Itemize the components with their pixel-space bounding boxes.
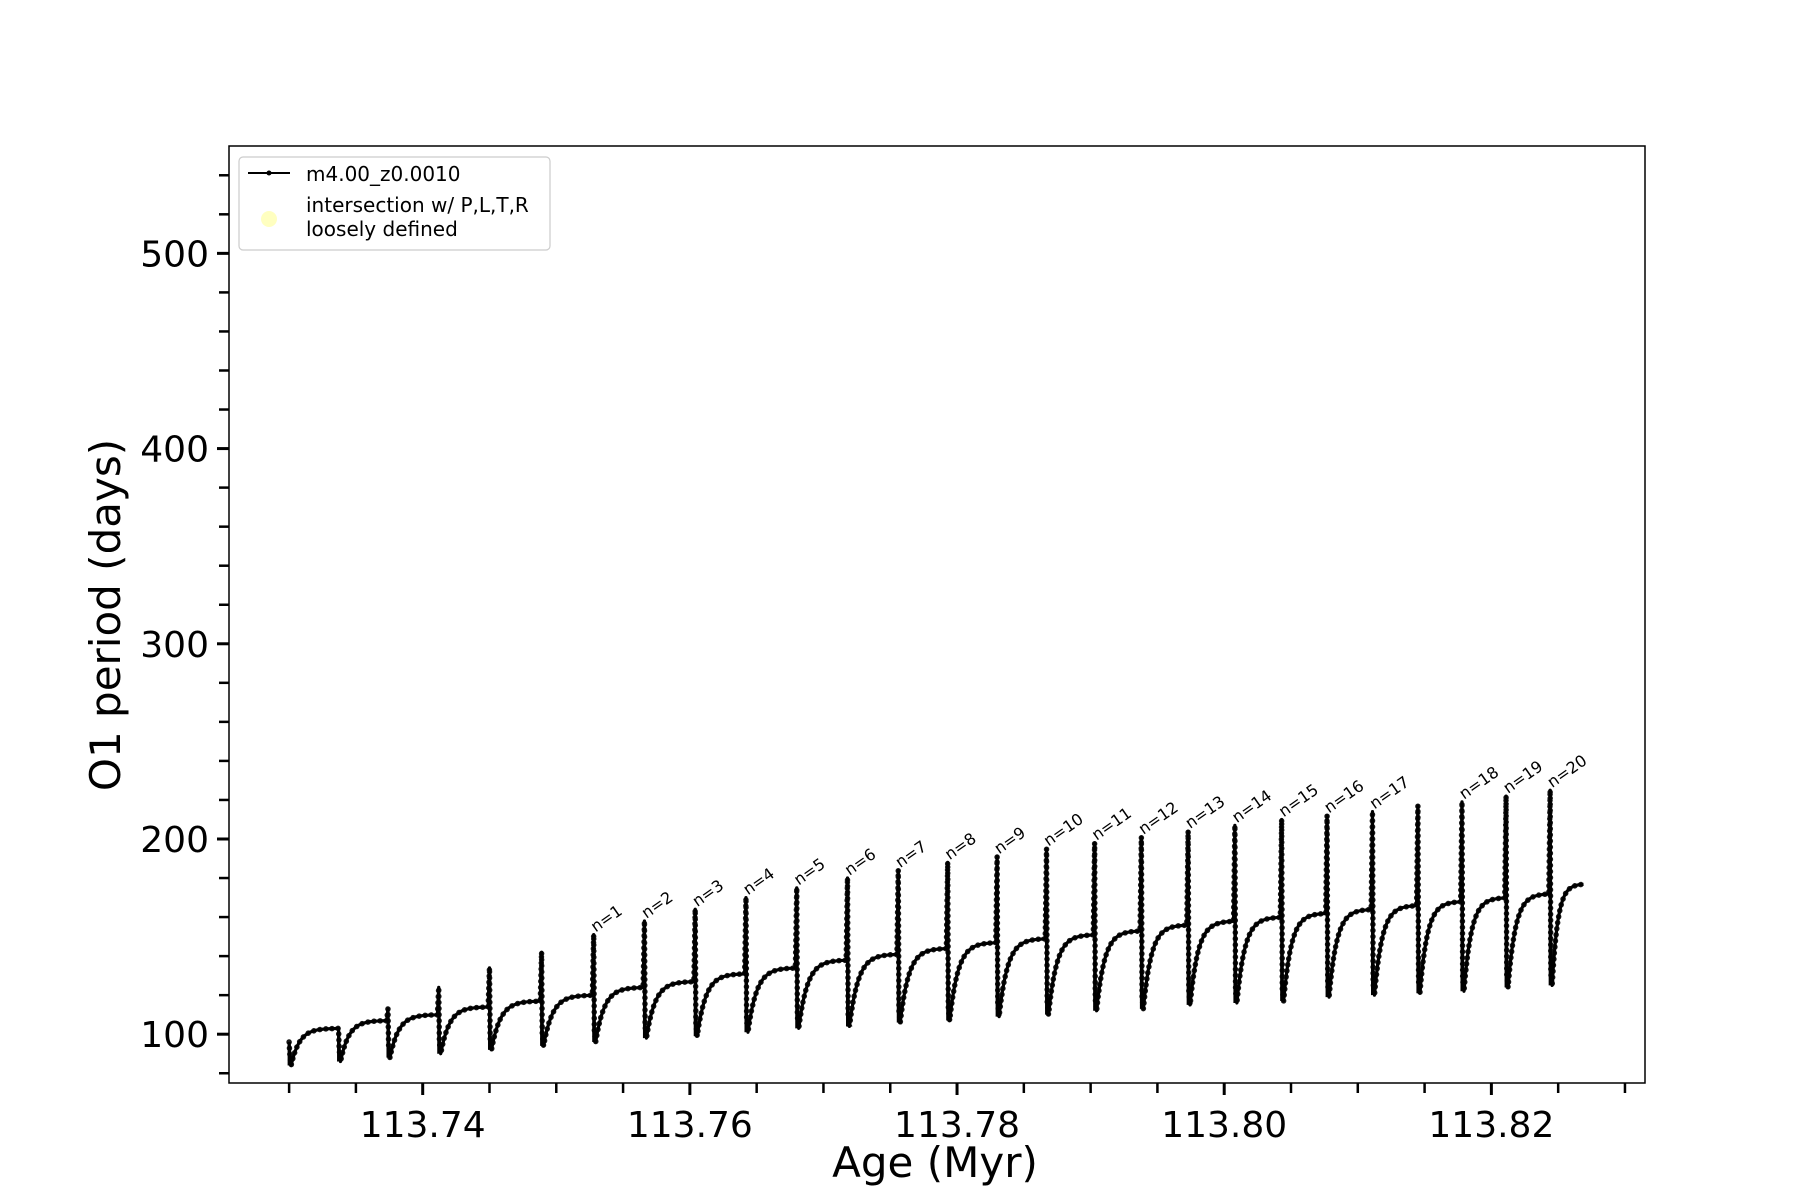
y-tick-label: 200 xyxy=(140,820,209,861)
y-tick-label: 100 xyxy=(140,1015,209,1056)
x-tick-label: 113.78 xyxy=(894,1105,1020,1146)
legend-entry-intersection-line1: intersection w/ P,L,T,R xyxy=(306,193,529,217)
y-axis: 100 200 300 400 500 xyxy=(140,174,229,1075)
x-tick-label: 113.74 xyxy=(360,1105,486,1146)
plot-area xyxy=(229,146,1645,1083)
legend-dot-icon xyxy=(266,170,272,176)
legend-circle-icon xyxy=(261,211,277,227)
y-tick-label: 500 xyxy=(140,234,209,275)
legend: m4.00_z0.0010 intersection w/ P,L,T,R lo… xyxy=(238,156,551,251)
x-axis-title: Age (Myr) xyxy=(832,1138,1038,1187)
y-tick-label: 300 xyxy=(140,625,209,666)
x-axis: 113.74 113.76 113.78 113.80 113.82 xyxy=(287,1083,1627,1146)
x-tick-label: 113.80 xyxy=(1161,1105,1287,1146)
y-tick-label: 400 xyxy=(140,430,209,471)
series-markers xyxy=(286,790,1587,1067)
x-tick-label: 113.82 xyxy=(1428,1105,1554,1146)
legend-entry-intersection-line2: loosely defined xyxy=(306,217,458,241)
series-layer xyxy=(286,788,1587,1068)
y-axis-title: O1 period (days) xyxy=(81,439,130,791)
legend-box xyxy=(238,156,551,251)
x-tick-label: 113.76 xyxy=(627,1105,753,1146)
plot-frame xyxy=(228,145,1646,1084)
legend-entry-series-label: m4.00_z0.0010 xyxy=(306,162,461,186)
